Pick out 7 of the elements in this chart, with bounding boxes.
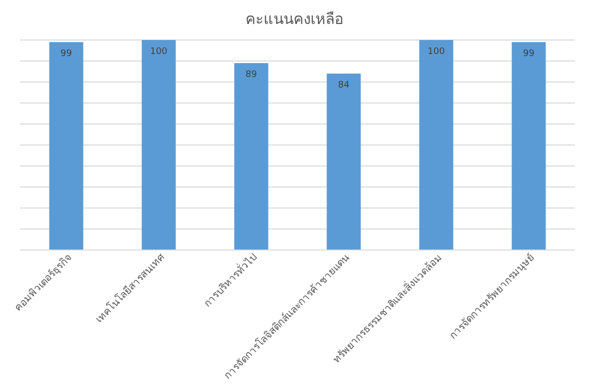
data-label: 84 [338, 80, 350, 91]
data-label: 99 [523, 49, 535, 60]
data-label: 89 [246, 70, 258, 80]
title: คะแนนคงเหลือ [246, 10, 344, 28]
data-label: 99 [60, 49, 72, 60]
data-label: 100 [428, 47, 446, 57]
data-label: 100 [150, 47, 168, 57]
